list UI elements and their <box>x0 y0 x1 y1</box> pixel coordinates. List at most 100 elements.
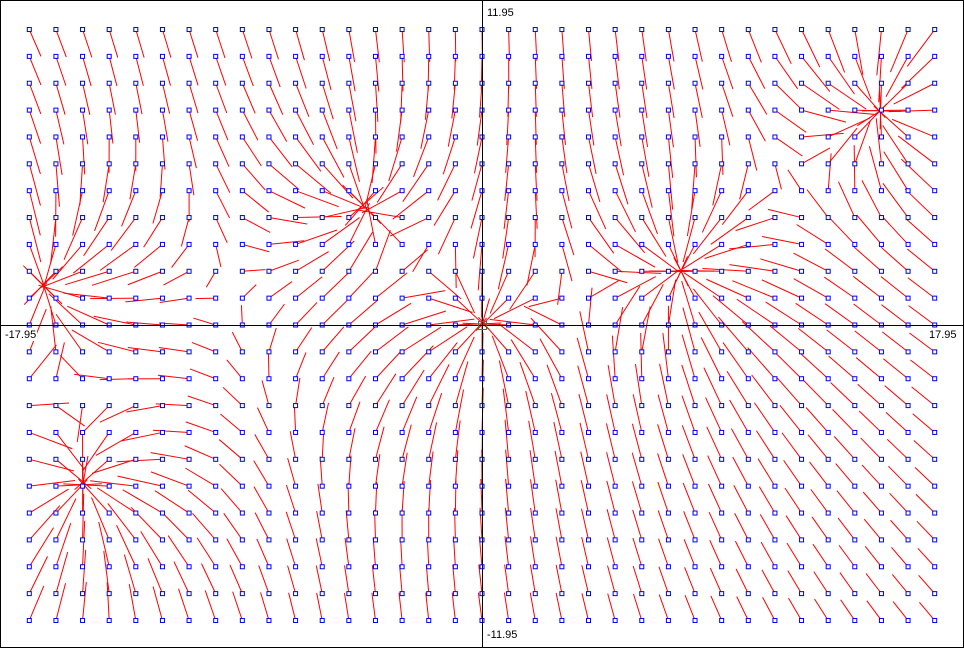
field-vector <box>503 592 510 621</box>
sample-point <box>266 403 272 409</box>
sample-point <box>825 510 831 516</box>
field-vector <box>509 270 536 310</box>
sample-point <box>372 456 378 462</box>
field-vector <box>857 383 882 406</box>
sample-point <box>932 241 938 247</box>
field-vector <box>215 136 230 167</box>
sample-point <box>506 215 512 221</box>
field-vector <box>667 244 689 287</box>
sample-point <box>26 161 32 167</box>
sample-point <box>319 53 325 59</box>
field-vector <box>366 199 376 245</box>
field-vector <box>295 109 314 145</box>
sample-point <box>319 564 325 570</box>
sample-point <box>506 537 512 543</box>
field-vector <box>163 270 190 286</box>
sample-point <box>293 241 299 247</box>
field-vector <box>401 452 408 487</box>
field-vector <box>614 243 656 268</box>
sample-point <box>745 564 751 570</box>
field-vector <box>529 592 536 621</box>
field-vector <box>82 136 86 175</box>
sample-point <box>639 591 645 597</box>
sample-point <box>692 591 698 597</box>
sample-point <box>213 403 219 409</box>
field-vector <box>911 386 936 406</box>
sample-point <box>106 617 112 623</box>
sample-point <box>186 241 192 247</box>
field-vector <box>884 385 909 406</box>
field-vector <box>793 252 829 272</box>
sample-point <box>639 241 645 247</box>
sample-point <box>399 456 405 462</box>
sample-point <box>559 349 565 355</box>
field-vector <box>220 413 243 433</box>
sample-point <box>719 537 725 543</box>
sample-point <box>506 403 512 409</box>
x-axis-min-label: -17.95 <box>4 329 38 341</box>
sample-point <box>772 161 778 167</box>
field-vector <box>161 29 172 58</box>
field-vector <box>402 290 446 299</box>
sample-point <box>506 483 512 489</box>
field-vector <box>682 217 696 263</box>
sample-point <box>665 537 671 543</box>
sample-point <box>799 483 805 489</box>
sample-point <box>346 456 352 462</box>
sample-point <box>639 483 645 489</box>
sample-point <box>532 241 538 247</box>
field-vector <box>55 83 66 115</box>
field-vector <box>534 136 538 173</box>
sample-point <box>159 617 165 623</box>
sample-point <box>772 617 778 623</box>
sample-point <box>905 510 911 516</box>
sample-point <box>159 510 165 516</box>
sample-point <box>80 376 86 382</box>
sample-point <box>586 510 592 516</box>
sample-point <box>772 134 778 140</box>
sample-point <box>239 241 245 247</box>
field-vector <box>801 82 840 110</box>
field-vector <box>632 394 643 433</box>
sample-point <box>905 483 911 489</box>
field-vector <box>242 243 270 253</box>
sample-point <box>239 456 245 462</box>
sample-point <box>372 268 378 274</box>
field-vector <box>241 163 266 191</box>
sample-point <box>186 617 192 623</box>
sample-point <box>799 349 805 355</box>
field-vector <box>493 297 536 320</box>
field-vector <box>268 259 299 272</box>
field-vector <box>721 29 732 63</box>
sample-point <box>106 134 112 140</box>
field-vector <box>759 514 776 541</box>
sample-point <box>905 215 911 221</box>
field-vector <box>529 450 536 487</box>
field-vector <box>773 351 802 380</box>
sample-point <box>745 268 751 274</box>
field-vector <box>442 136 456 175</box>
sample-point <box>372 537 378 543</box>
sample-point <box>905 295 911 301</box>
sample-point <box>346 107 352 113</box>
sample-point <box>80 510 86 516</box>
sample-point <box>692 617 698 623</box>
sample-point <box>559 617 565 623</box>
sample-point <box>506 53 512 59</box>
sample-point <box>719 617 725 623</box>
field-vector <box>126 405 163 413</box>
field-vector <box>28 308 47 353</box>
sample-point <box>852 241 858 247</box>
field-vector <box>286 538 297 567</box>
field-vector <box>67 305 110 326</box>
field-vector <box>295 352 307 379</box>
sample-point <box>878 617 884 623</box>
sample-point <box>186 134 192 140</box>
field-vector <box>257 407 270 433</box>
field-vector <box>694 56 704 90</box>
field-vector <box>917 547 936 568</box>
sample-point <box>878 483 884 489</box>
field-vector <box>454 244 457 289</box>
field-vector <box>28 163 41 206</box>
sample-point <box>665 268 671 274</box>
